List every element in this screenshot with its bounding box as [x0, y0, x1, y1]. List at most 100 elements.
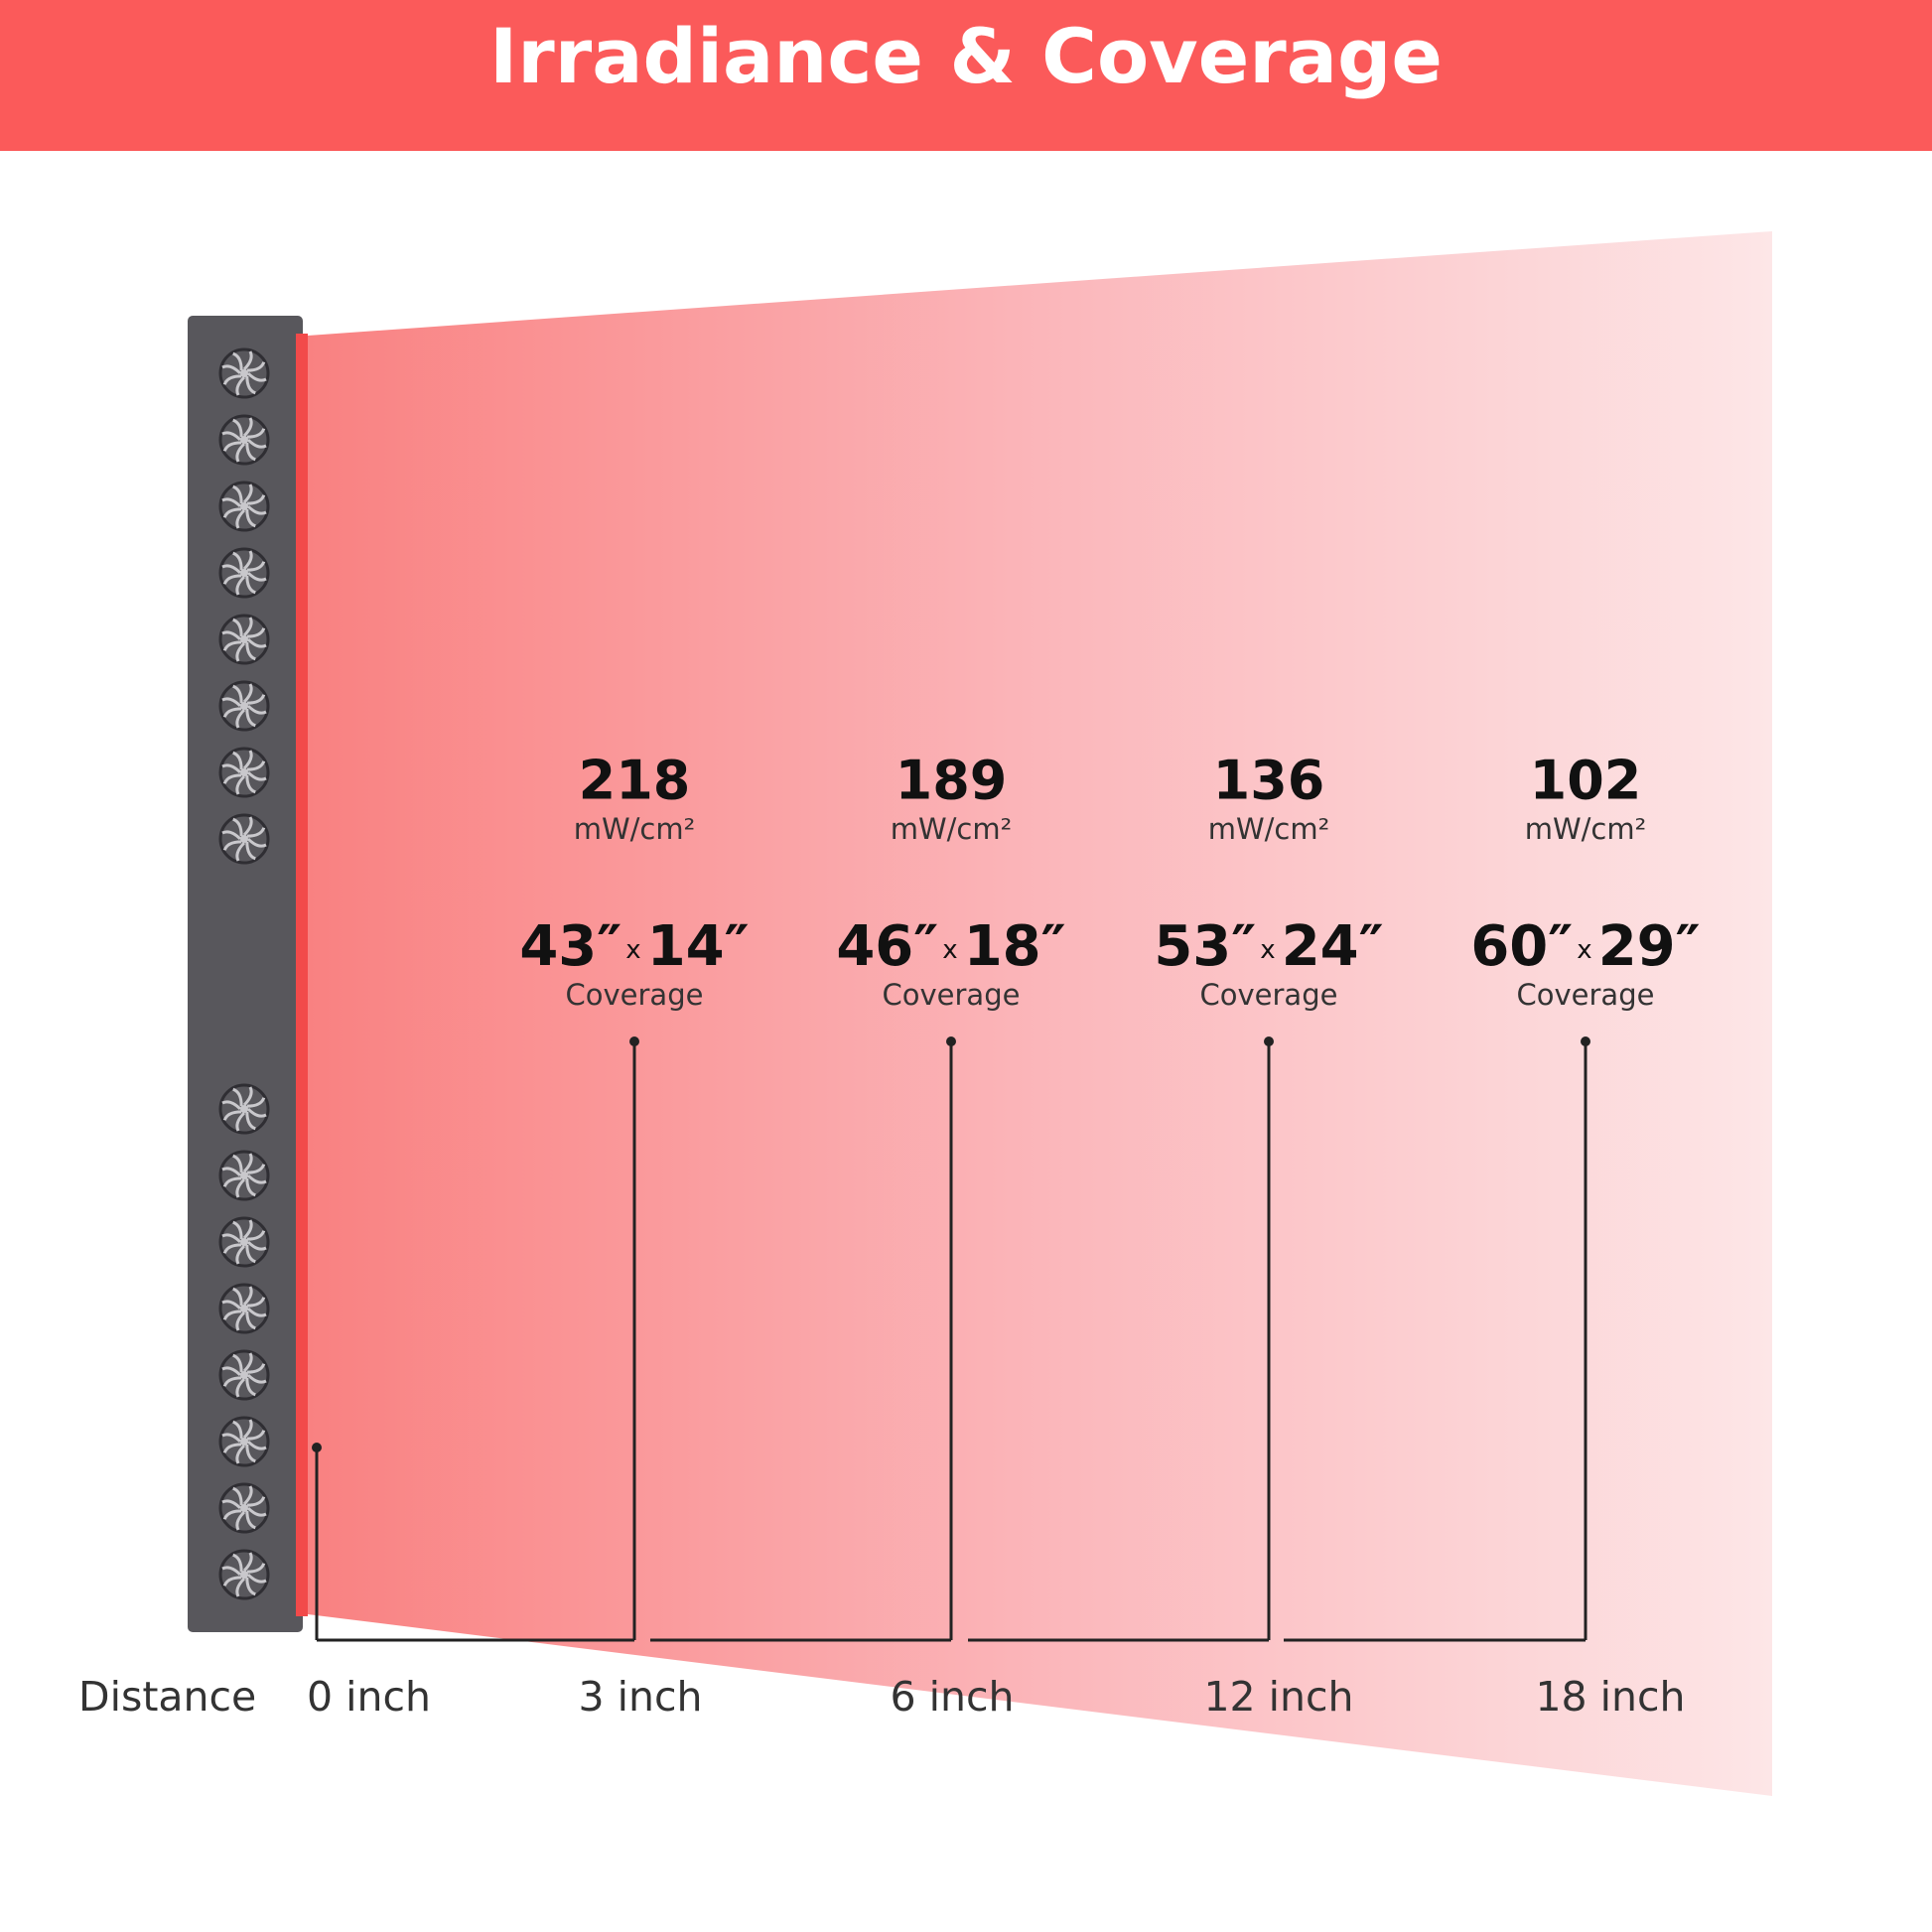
fan-hub	[240, 1172, 248, 1179]
distance-value: 12 inch	[1203, 1673, 1353, 1721]
fan	[218, 1549, 270, 1600]
fan-hub	[240, 835, 248, 843]
fan-blade	[232, 1220, 243, 1240]
fan-blade	[232, 684, 243, 704]
coverage-separator: x	[1577, 935, 1591, 965]
fan-blade	[246, 1430, 266, 1441]
fan-blade	[242, 1286, 253, 1307]
fan-blade	[246, 438, 267, 449]
fan-blade	[246, 1230, 266, 1241]
fan-blade	[235, 1444, 246, 1464]
connector-dot	[1581, 1036, 1590, 1046]
fan-blade	[242, 1485, 253, 1506]
fan-hub	[240, 1504, 248, 1512]
fan-blade	[246, 1373, 267, 1384]
fan-blade	[222, 1310, 242, 1320]
fan-blade	[222, 374, 242, 385]
fan-blade	[232, 1087, 243, 1107]
fan-blade	[246, 1363, 266, 1374]
fan-blade	[222, 1376, 242, 1387]
fan-blade	[246, 361, 266, 372]
fan-blade	[235, 641, 246, 662]
fan-blade	[222, 1243, 242, 1254]
coverage-width: 43″	[519, 914, 621, 979]
connector-dot	[1264, 1036, 1274, 1046]
fan-ring	[218, 481, 270, 532]
fan-blade	[232, 1353, 243, 1373]
fan-ring	[218, 1150, 270, 1201]
fan-blade	[242, 1153, 253, 1173]
fan	[218, 1283, 270, 1334]
fan-blade	[235, 575, 246, 596]
fan-blade	[246, 1506, 267, 1517]
fan	[218, 680, 270, 732]
fan-hub	[240, 702, 248, 710]
coverage-height: 24″	[1282, 914, 1384, 979]
coverage-height: 29″	[1598, 914, 1701, 979]
fan-blade	[222, 1443, 242, 1453]
fan-blade	[235, 1577, 246, 1597]
fan-blade	[222, 640, 242, 651]
fan-blade	[221, 1300, 242, 1311]
fan-blade	[221, 1366, 242, 1377]
fan	[218, 414, 270, 466]
fan-blade	[242, 1352, 253, 1373]
fan-hub	[240, 1438, 248, 1446]
fan-blade	[242, 683, 253, 704]
fan-hub	[240, 569, 248, 577]
fan-hub	[240, 1238, 248, 1246]
fan-blade	[245, 774, 256, 794]
header-band	[0, 0, 1932, 151]
fan-blade	[235, 508, 246, 529]
fan-blade	[245, 641, 256, 661]
irradiance-value: 218	[579, 750, 691, 812]
fan-blade	[242, 750, 253, 770]
fan-blade	[245, 508, 256, 528]
coverage-height: 14″	[647, 914, 750, 979]
fan-hub	[240, 1371, 248, 1379]
fan	[218, 1416, 270, 1467]
fan-blade	[242, 550, 253, 571]
coverage-size: 46″ x 18″	[836, 914, 1065, 979]
fan-blade	[235, 375, 246, 396]
title: Irradiance & Coverage	[489, 12, 1443, 100]
fan-blade	[232, 551, 243, 571]
distance-label: Distance	[78, 1673, 256, 1721]
fan-ring	[218, 813, 270, 865]
fan-blade	[235, 1311, 246, 1331]
light-panel	[188, 316, 303, 1632]
fan-blade	[232, 418, 243, 438]
coverage-caption: Coverage	[883, 978, 1021, 1012]
fan	[218, 1083, 270, 1135]
distance-value: 6 inch	[890, 1673, 1014, 1721]
fan-blade	[246, 1573, 267, 1584]
fan-hub	[240, 1105, 248, 1113]
fan-blade	[232, 1287, 243, 1307]
fan-blade	[245, 1177, 256, 1197]
fan-blade	[232, 751, 243, 770]
fan-blade	[246, 637, 267, 648]
fan-ring	[218, 1349, 270, 1401]
irradiance-unit: mW/cm²	[1525, 812, 1647, 846]
fan-ring	[218, 1416, 270, 1467]
fan-blade	[242, 816, 253, 837]
fan-blade	[221, 1499, 242, 1510]
fan-blade	[242, 483, 253, 504]
fan-blade	[245, 1444, 256, 1463]
fan-blade	[221, 1100, 242, 1111]
fan-blade	[242, 417, 253, 438]
fan-blade	[222, 1576, 242, 1587]
coverage-caption: Coverage	[1200, 978, 1338, 1012]
distance-lines	[312, 1036, 1590, 1642]
fan-blade	[246, 1164, 266, 1174]
fan-blade	[232, 1420, 243, 1440]
fan	[218, 547, 270, 599]
fan-blade	[245, 1244, 256, 1264]
fan-blade	[246, 494, 266, 505]
fan-ring	[218, 1549, 270, 1600]
fan-ring	[218, 547, 270, 599]
fan-hub	[240, 635, 248, 643]
fan-hub	[240, 436, 248, 444]
fan-blade	[246, 760, 266, 771]
